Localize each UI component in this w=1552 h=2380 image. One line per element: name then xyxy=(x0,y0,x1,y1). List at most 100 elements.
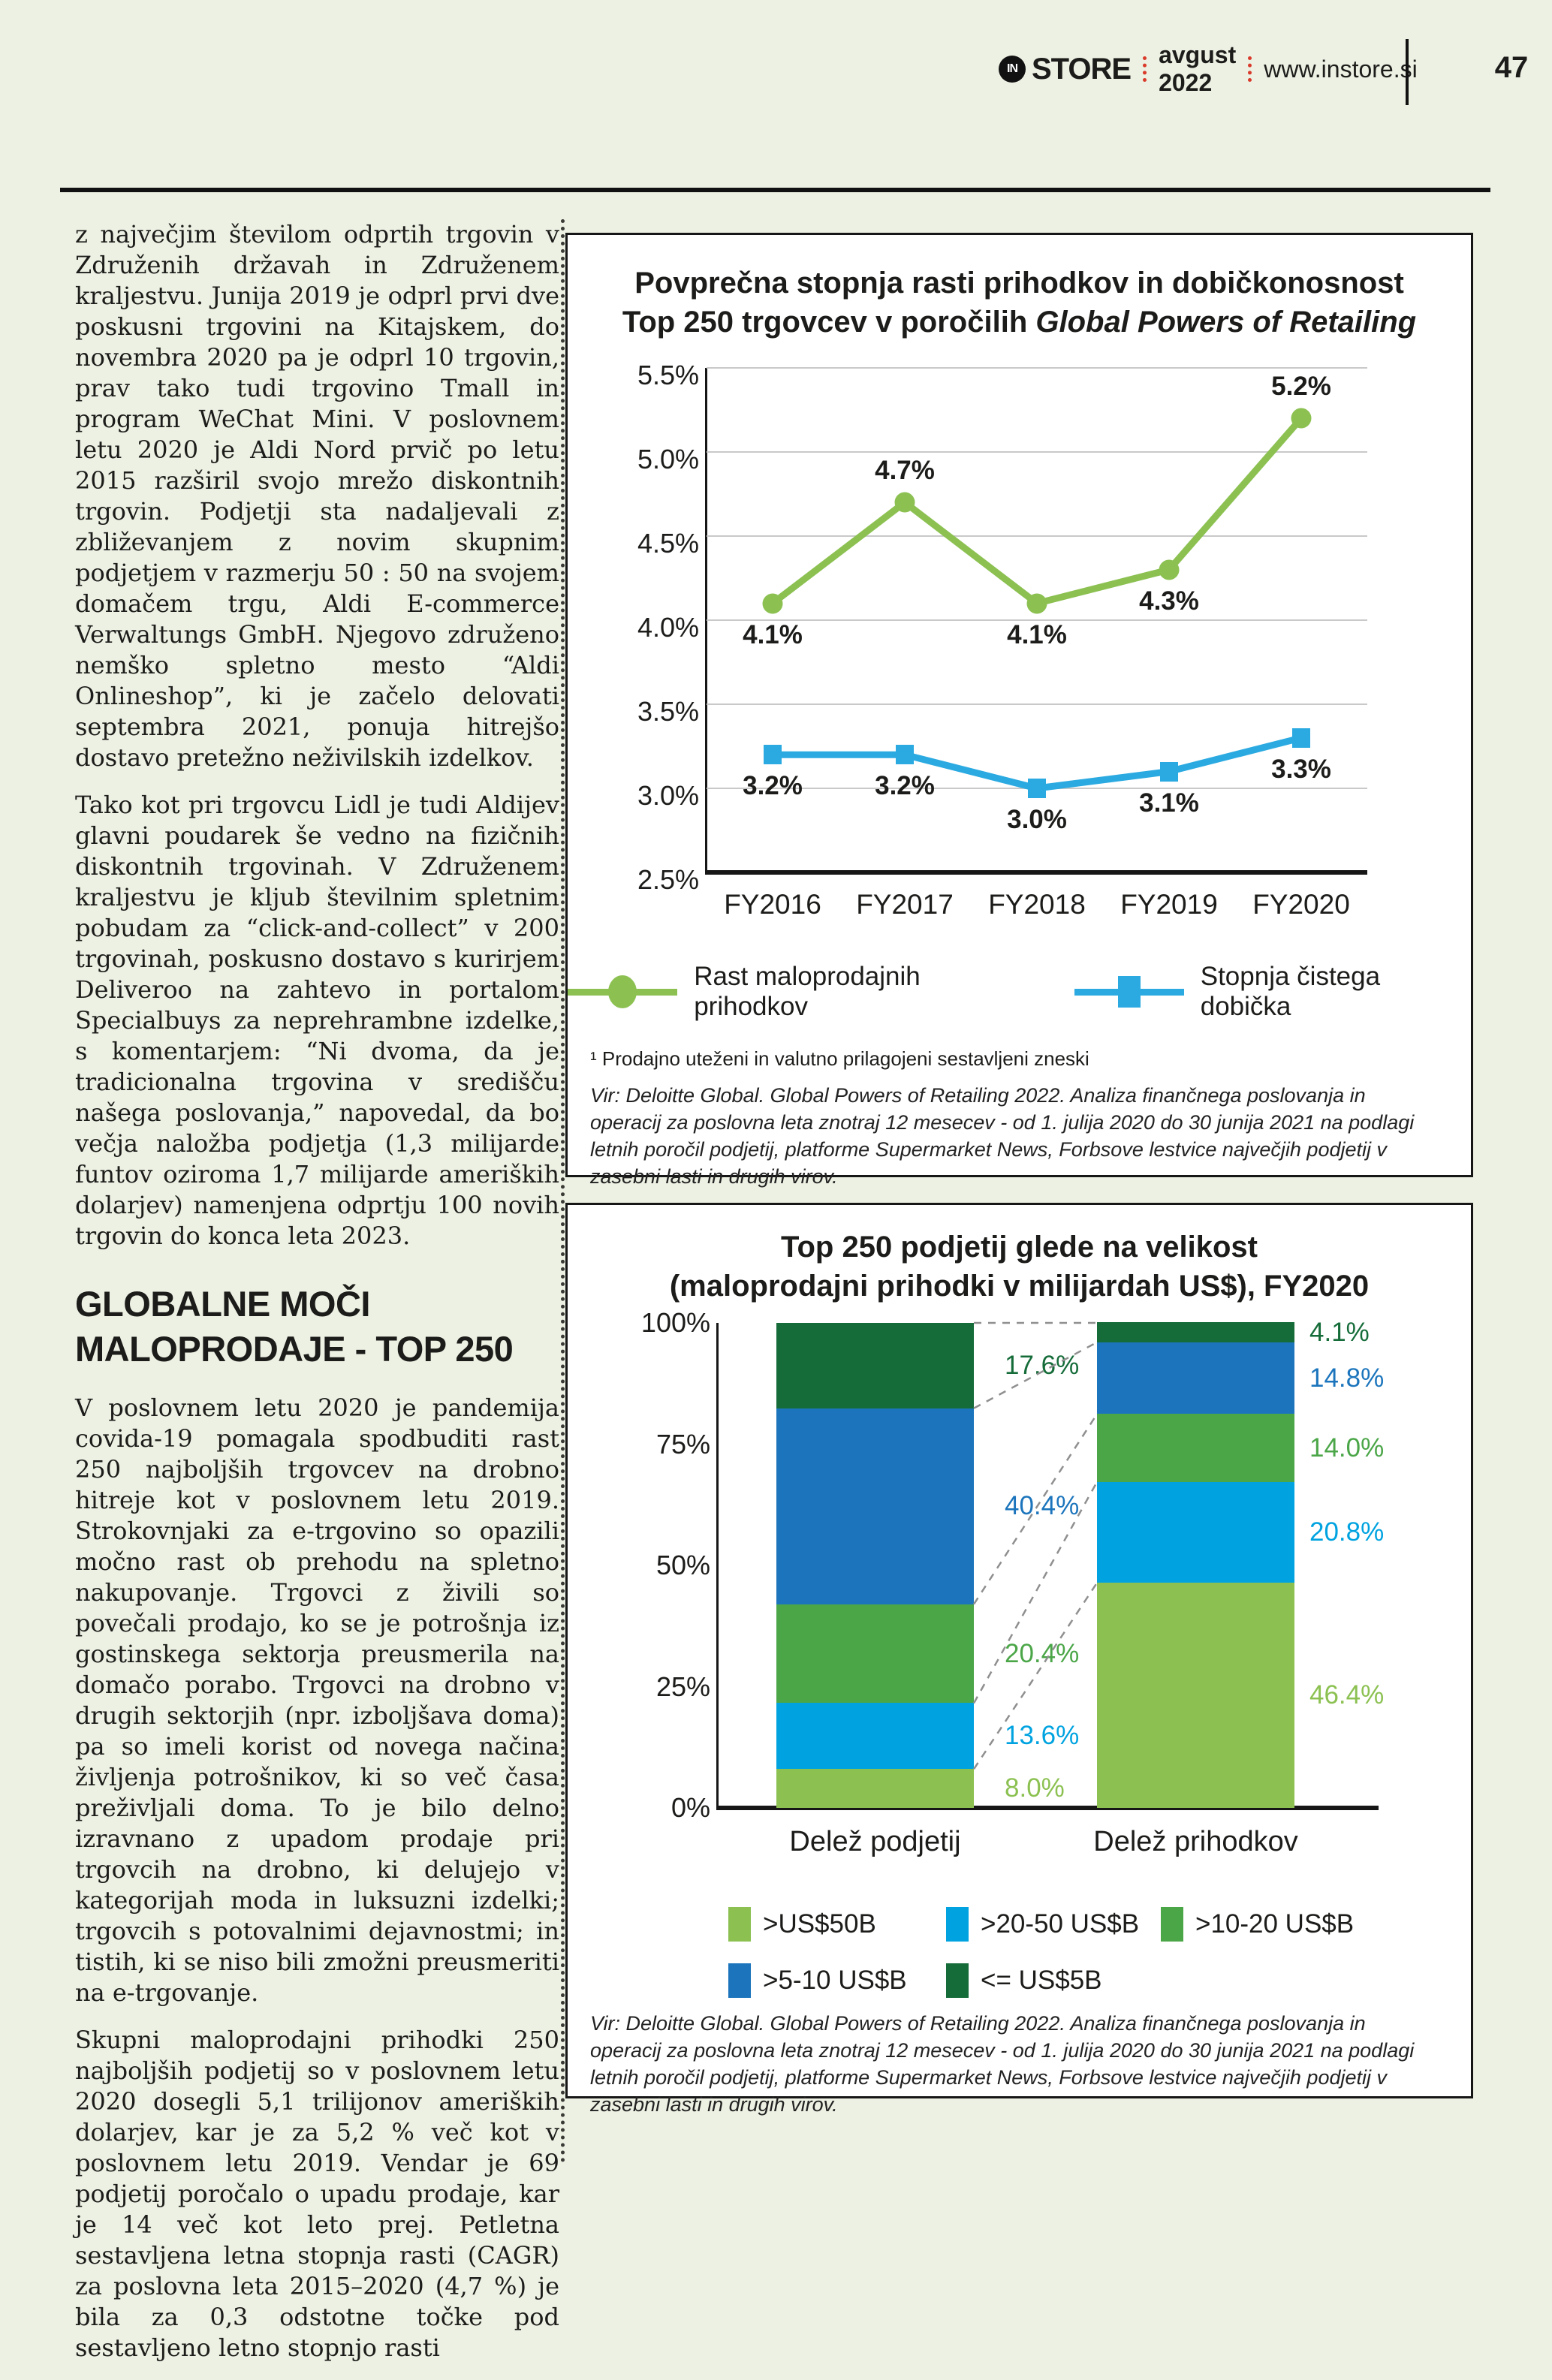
data-point-marker xyxy=(1291,408,1312,429)
bar-chart-title-line1: Top 250 podjetij glede na velikost xyxy=(781,1231,1258,1264)
legend-label: >10-20 US$B xyxy=(1195,1909,1355,1939)
legend-label: >20-50 US$B xyxy=(981,1909,1140,1939)
instore-logo-icon: IN xyxy=(999,56,1026,83)
y-axis-tick-label: 4.5% xyxy=(637,528,699,559)
y-axis-tick-label: 4.0% xyxy=(637,612,699,643)
bar-segment-label: 14.0% xyxy=(1309,1433,1385,1463)
legend-swatch-icon xyxy=(946,1963,969,1998)
legend-item: >20-50 US$B xyxy=(946,1907,1139,1942)
y-axis-tick-label: 25% xyxy=(655,1671,710,1702)
data-point-marker xyxy=(896,745,914,765)
x-axis-tick-label: FY2020 xyxy=(1252,889,1350,920)
data-point-label: 4.3% xyxy=(1139,586,1199,616)
y-axis-tick-label: 100% xyxy=(640,1307,710,1338)
bar-chart-title-line2: (maloprodajni prihodki v milijardah US$)… xyxy=(669,1270,1370,1303)
bar-connector-svg xyxy=(972,1321,1098,1770)
bar-segment-label: 20.4% xyxy=(1005,1638,1080,1668)
column-dotted-divider xyxy=(561,219,565,2164)
legend-item: >10-20 US$B xyxy=(1161,1907,1354,1942)
section-heading: GLOBALNE MOČI MALOPRODAJE - TOP 250 xyxy=(75,1284,514,1369)
bar-chart-y-axis-labels: 100% 75% 50% 25% 0% xyxy=(590,1308,710,1823)
gridline xyxy=(707,451,1367,453)
legend-swatch-icon xyxy=(728,1907,751,1942)
y-axis-tick-label: 2.5% xyxy=(637,864,699,895)
bar-segment xyxy=(1097,1342,1294,1414)
gridline xyxy=(707,535,1367,537)
header-vertical-rule xyxy=(1406,39,1409,105)
header-dotted-divider xyxy=(1248,56,1252,82)
data-point-marker xyxy=(1160,761,1178,782)
page-number: 47 xyxy=(1494,51,1529,84)
legend-label: Stopnja čistega dobička xyxy=(1200,962,1381,1021)
data-point-label: 3.2% xyxy=(743,771,803,801)
bar-segment xyxy=(776,1604,974,1704)
bar-segment-label: 17.6% xyxy=(1005,1350,1080,1380)
data-point-label: 5.2% xyxy=(1271,372,1331,402)
legend-item: >5-10 US$B xyxy=(728,1963,907,1998)
data-point-label: 4.1% xyxy=(743,619,803,649)
legend-swatch-icon xyxy=(946,1907,969,1942)
legend-item: <= US$5B xyxy=(946,1963,1102,1998)
magazine-logo: IN STORE xyxy=(999,52,1132,86)
brand-name: STORE xyxy=(1032,52,1132,86)
article-paragraph: V poslovnem letu 2020 je pandemija covid… xyxy=(75,1393,559,2007)
line-chart-plot: FY2016 FY2017 FY2018 FY2019 FY2020 4.1% 4.7% 4.… xyxy=(705,367,1367,920)
issue-date: avgust 2022 xyxy=(1159,41,1237,96)
legend-label: >US$50B xyxy=(763,1909,876,1939)
x-axis-tick-label: FY2019 xyxy=(1120,889,1218,920)
bar-segment-label: 46.4% xyxy=(1309,1680,1385,1710)
y-axis-tick-label: 0% xyxy=(671,1792,710,1823)
article-column: z največjim številom odprtih trgovin v Z… xyxy=(75,219,559,2380)
y-axis-tick-label: 5.5% xyxy=(637,360,699,390)
bar-segment xyxy=(1097,1414,1294,1482)
chart-source: Vir: Deloitte Global. Global Powers of R… xyxy=(590,2012,1415,2116)
line-chart-legend: Rast maloprodajnih prihodkov Stopnja čis… xyxy=(568,962,1471,1022)
line-chart-title: Povprečna stopnja rasti prihodkov in dob… xyxy=(568,264,1471,342)
x-axis-tick-label: FY2017 xyxy=(856,889,954,920)
bar-segment-label: 8.0% xyxy=(1005,1773,1065,1803)
x-axis-line xyxy=(705,870,1367,875)
legend-item: >US$50B xyxy=(728,1907,876,1942)
header-dotted-divider xyxy=(1143,56,1147,82)
bar-segment-label: 40.4% xyxy=(1005,1491,1080,1521)
gridline xyxy=(707,367,1367,369)
data-point-label: 3.3% xyxy=(1271,754,1331,784)
line-chart-y-axis-labels: 5.5% 5.0% 4.5% 4.0% 3.5% 3.0% 2.5% xyxy=(579,360,699,895)
bar-segment-label: 14.8% xyxy=(1309,1363,1385,1393)
bar-segment xyxy=(776,1703,974,1770)
chart-source: Vir: Deloitte Global. Global Powers of R… xyxy=(590,1084,1415,1188)
legend-circle-marker-icon xyxy=(608,975,637,1008)
y-axis-line xyxy=(705,368,707,872)
data-point-marker xyxy=(1292,728,1310,748)
bar-segment xyxy=(1097,1583,1294,1808)
bar-segment xyxy=(776,1408,974,1604)
legend-line-sample-green xyxy=(568,975,678,1008)
bar-chart-title: Top 250 podjetij glede na velikost (malo… xyxy=(568,1228,1471,1306)
y-axis-tick-label: 75% xyxy=(655,1428,710,1460)
chart-footnote: ¹ Prodajno uteženi in valutno prilagojen… xyxy=(590,1047,1089,1070)
data-point-label: 3.1% xyxy=(1139,788,1199,818)
header-rule xyxy=(60,188,1490,192)
data-point-marker xyxy=(894,492,915,513)
legend-label: <= US$5B xyxy=(981,1966,1102,1995)
bar-segment-label: 20.8% xyxy=(1309,1517,1385,1547)
data-point-marker xyxy=(764,745,782,765)
line-chart-panel: Povprečna stopnja rasti prihodkov in dob… xyxy=(565,233,1473,1188)
bar-segment xyxy=(776,1323,974,1408)
y-axis-tick-label: 50% xyxy=(655,1550,710,1580)
y-axis-tick-label: 5.0% xyxy=(637,444,699,474)
legend-label: Rast maloprodajnih prihodkov xyxy=(694,962,921,1021)
line-chart-title-line1: Povprečna stopnja rasti prihodkov in dob… xyxy=(634,267,1404,300)
legend-swatch-icon xyxy=(1161,1907,1183,1942)
website-link[interactable]: www.instore.si xyxy=(1264,55,1418,83)
data-point-label: 4.1% xyxy=(1007,619,1067,649)
y-axis-tick-label: 3.0% xyxy=(637,780,699,811)
data-point-marker xyxy=(1028,779,1046,798)
bar-segment-label: 13.6% xyxy=(1005,1721,1080,1751)
gridline xyxy=(707,619,1367,621)
legend-line-sample-blue xyxy=(1074,976,1184,1008)
data-point-label: 3.0% xyxy=(1007,805,1067,834)
gridline xyxy=(707,703,1367,705)
legend-swatch-icon xyxy=(728,1963,751,1998)
bar-segment xyxy=(776,1769,974,1808)
